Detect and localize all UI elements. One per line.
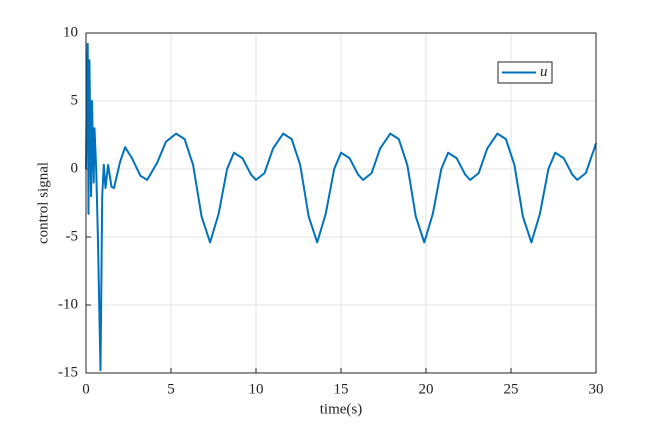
legend-label: u [540,64,548,80]
x-tick-label: 15 [334,381,349,397]
x-axis-label: time(s) [320,401,363,417]
x-tick-label: 5 [167,381,175,397]
x-tick-label: 10 [249,381,264,397]
y-tick-label: 0 [71,160,79,176]
axes-box [85,32,597,374]
y-axis-label: control signal [35,162,51,244]
y-tick-label: 10 [63,24,78,40]
y-tick-label: -10 [58,296,78,312]
x-tick-label: 25 [504,381,519,397]
x-tick-label: 0 [82,381,90,397]
y-tick-label: -5 [66,228,79,244]
x-tick-label: 30 [589,381,604,397]
y-tick-label: 5 [71,92,79,108]
x-tick-label: 20 [419,381,434,397]
legend: u [497,61,553,84]
data-line [85,42,597,372]
y-tick-label: -15 [58,364,78,380]
